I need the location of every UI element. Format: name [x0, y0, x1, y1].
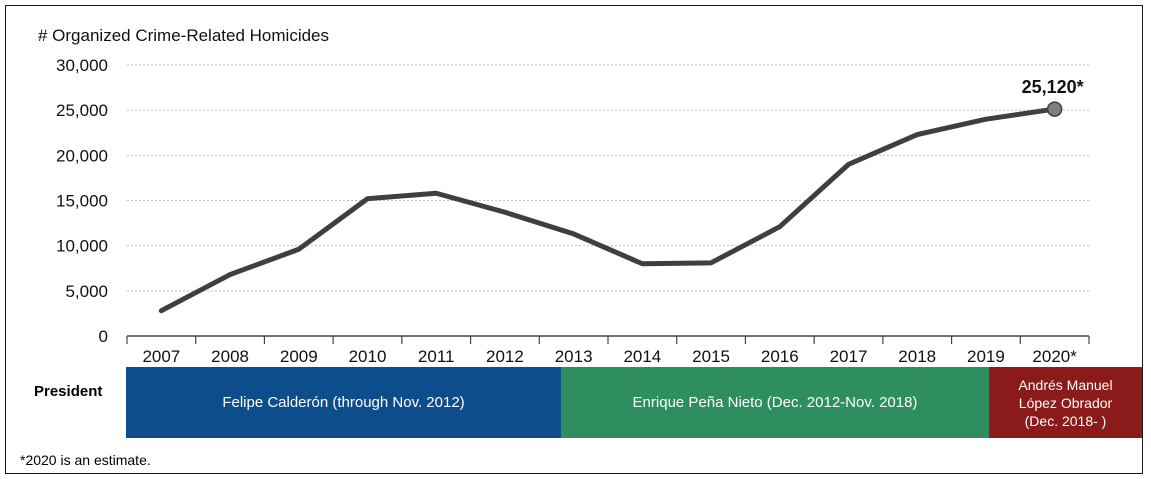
series-line: [158, 106, 1058, 314]
gridlines: [127, 64, 1089, 292]
x-tick-label: 2012: [486, 347, 524, 366]
y-tick-label: 10,000: [56, 237, 108, 256]
y-tick-label: 25,000: [56, 101, 108, 120]
x-tick-label: 2020*: [1032, 347, 1077, 366]
president-band-calderon: Felipe Calderón (through Nov. 2012): [126, 367, 561, 438]
x-tick-label: 2010: [349, 347, 387, 366]
x-tick-label: 2014: [623, 347, 661, 366]
president-band-pena-nieto: Enrique Peña Nieto (Dec. 2012-Nov. 2018): [561, 367, 989, 438]
y-tick-label: 30,000: [56, 56, 108, 75]
amlo-line-3: (Dec. 2018- ): [1024, 412, 1107, 429]
footnote: *2020 is an estimate.: [20, 452, 151, 468]
x-axis: 2007 2008 2009 2010 2011 2012 2013 2014 2015 2016…: [126, 335, 1090, 366]
x-tick-label: 2015: [692, 347, 730, 366]
end-point-label: 25,120*: [1022, 77, 1084, 97]
end-point-marker: [1046, 101, 1063, 117]
x-tick-label: 2018: [898, 347, 936, 366]
y-tick-label: 0: [99, 327, 108, 346]
x-tick-label: 2017: [830, 347, 868, 366]
x-tick-label: 2007: [142, 347, 180, 366]
amlo-line-1: Andrés Manuel: [1018, 376, 1113, 393]
amlo-line-2: López Obrador: [1018, 394, 1113, 411]
x-tick-label: 2016: [761, 347, 799, 366]
president-band-lopez-obrador: Andrés Manuel López Obrador (Dec. 2018- …: [989, 367, 1142, 438]
y-tick-label: 20,000: [56, 146, 108, 165]
series-homicides: 25,120*: [158, 77, 1084, 314]
chart-title: # Organized Crime-Related Homicides: [38, 26, 329, 45]
y-axis-ticks: 0 5,000 10,000 15,000 20,000 25,000 30,000: [56, 56, 108, 346]
x-tick-label: 2009: [280, 347, 318, 366]
y-tick-label: 15,000: [56, 192, 108, 211]
y-tick-label: 5,000: [65, 282, 108, 301]
x-tick-label: 2019: [967, 347, 1005, 366]
x-tick-label: 2008: [211, 347, 249, 366]
x-tick-label: 2013: [555, 347, 593, 366]
president-row-label: President: [34, 383, 103, 400]
x-tick-label: 2011: [418, 347, 455, 366]
